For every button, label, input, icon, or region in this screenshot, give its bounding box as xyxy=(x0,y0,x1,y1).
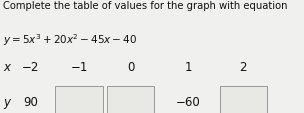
FancyBboxPatch shape xyxy=(219,86,267,113)
Text: $y = 5x^3 + 20x^2 - 45x - 40$: $y = 5x^3 + 20x^2 - 45x - 40$ xyxy=(3,32,137,47)
FancyBboxPatch shape xyxy=(107,86,154,113)
Text: y: y xyxy=(3,95,10,108)
Text: −2: −2 xyxy=(22,60,39,73)
Text: 90: 90 xyxy=(23,95,38,108)
Text: x: x xyxy=(3,60,10,73)
Text: 1: 1 xyxy=(185,60,192,73)
Text: −1: −1 xyxy=(70,60,88,73)
Text: 0: 0 xyxy=(127,60,134,73)
Text: 2: 2 xyxy=(240,60,247,73)
Text: −60: −60 xyxy=(176,95,201,108)
Text: Complete the table of values for the graph with equation: Complete the table of values for the gra… xyxy=(3,1,288,11)
FancyBboxPatch shape xyxy=(55,86,103,113)
